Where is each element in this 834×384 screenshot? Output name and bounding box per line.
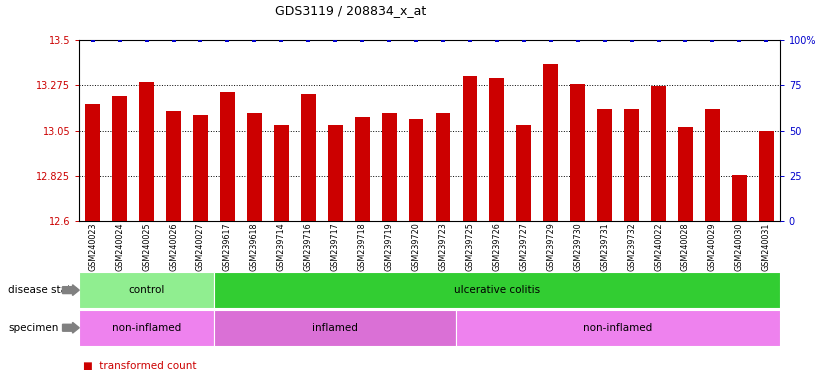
Point: [598, 37, 611, 43]
Point: [652, 37, 666, 43]
Text: GSM240022: GSM240022: [654, 222, 663, 271]
Bar: [705, 109, 720, 221]
Bar: [456, 310, 780, 346]
Bar: [79, 272, 214, 308]
Point: [706, 37, 719, 43]
Bar: [597, 109, 612, 221]
Text: GSM239719: GSM239719: [384, 222, 394, 271]
Point: [248, 37, 261, 43]
Text: GSM239720: GSM239720: [411, 222, 420, 271]
Text: GSM239718: GSM239718: [358, 222, 367, 271]
Bar: [247, 113, 262, 221]
Point: [490, 37, 504, 43]
Bar: [166, 111, 181, 221]
Text: GSM239725: GSM239725: [465, 222, 475, 271]
Text: GSM240025: GSM240025: [142, 222, 151, 271]
Point: [463, 37, 476, 43]
Bar: [113, 96, 127, 221]
Bar: [732, 175, 746, 221]
Text: GSM239727: GSM239727: [520, 222, 528, 271]
Point: [679, 37, 692, 43]
Point: [409, 37, 423, 43]
Point: [383, 37, 396, 43]
Bar: [678, 127, 693, 221]
Text: non-inflamed: non-inflamed: [112, 323, 181, 333]
Bar: [139, 83, 154, 221]
Text: GSM239729: GSM239729: [546, 222, 555, 271]
Text: GDS3119 / 208834_x_at: GDS3119 / 208834_x_at: [275, 4, 427, 17]
Text: GSM240028: GSM240028: [681, 222, 690, 271]
Bar: [409, 119, 424, 221]
Text: GSM239732: GSM239732: [627, 222, 636, 271]
Bar: [544, 65, 558, 221]
Text: GSM239617: GSM239617: [223, 222, 232, 271]
Text: GSM239723: GSM239723: [439, 222, 448, 271]
Text: ulcerative colitis: ulcerative colitis: [454, 285, 540, 295]
Point: [760, 37, 773, 43]
Text: GSM239618: GSM239618: [250, 222, 259, 271]
Text: control: control: [128, 285, 165, 295]
Point: [86, 37, 99, 43]
Bar: [214, 272, 780, 308]
Point: [625, 37, 638, 43]
Point: [221, 37, 234, 43]
Point: [355, 37, 369, 43]
Bar: [354, 116, 369, 221]
Bar: [516, 124, 531, 221]
Bar: [435, 113, 450, 221]
Bar: [220, 93, 235, 221]
Text: GSM239716: GSM239716: [304, 222, 313, 271]
Text: GSM239726: GSM239726: [492, 222, 501, 271]
Text: GSM240030: GSM240030: [735, 222, 744, 271]
Text: GSM240023: GSM240023: [88, 222, 98, 271]
Text: disease state: disease state: [8, 285, 78, 295]
Point: [140, 37, 153, 43]
Bar: [79, 310, 214, 346]
Point: [733, 37, 746, 43]
Bar: [301, 94, 315, 221]
Bar: [214, 310, 456, 346]
Point: [329, 37, 342, 43]
Bar: [651, 86, 666, 221]
Point: [302, 37, 315, 43]
Point: [544, 37, 557, 43]
Text: GSM239714: GSM239714: [277, 222, 286, 271]
Text: GSM240029: GSM240029: [708, 222, 717, 271]
Text: GSM240031: GSM240031: [761, 222, 771, 271]
Text: GSM240027: GSM240027: [196, 222, 205, 271]
Text: GSM239717: GSM239717: [331, 222, 339, 271]
Point: [517, 37, 530, 43]
Point: [113, 37, 126, 43]
Text: GSM239730: GSM239730: [573, 222, 582, 271]
Point: [167, 37, 180, 43]
Text: GSM240026: GSM240026: [169, 222, 178, 271]
Text: inflamed: inflamed: [312, 323, 358, 333]
Bar: [624, 109, 639, 221]
Bar: [490, 78, 505, 221]
Bar: [328, 124, 343, 221]
Point: [274, 37, 288, 43]
Bar: [570, 84, 585, 221]
Point: [571, 37, 585, 43]
Bar: [382, 113, 396, 221]
Text: specimen: specimen: [8, 323, 58, 333]
Bar: [463, 76, 477, 221]
Bar: [193, 114, 208, 221]
Text: ■  transformed count: ■ transformed count: [83, 361, 197, 371]
Text: GSM239731: GSM239731: [600, 222, 609, 271]
Text: non-inflamed: non-inflamed: [584, 323, 653, 333]
Bar: [85, 104, 100, 221]
Point: [436, 37, 450, 43]
Bar: [274, 124, 289, 221]
Bar: [759, 131, 774, 221]
Text: GSM240024: GSM240024: [115, 222, 124, 271]
Point: [193, 37, 207, 43]
